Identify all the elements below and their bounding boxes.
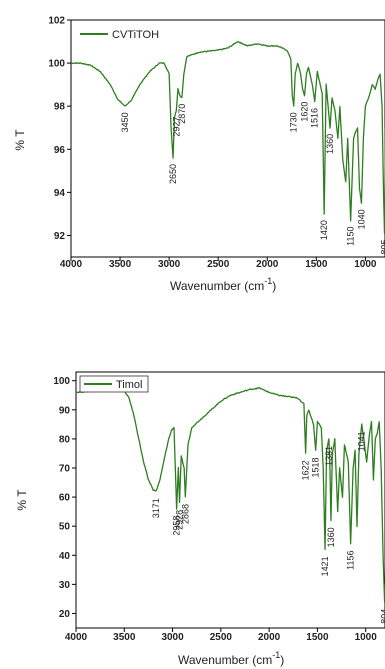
x-axis-label: Wavenumber (cm-1) — [170, 276, 276, 293]
peak-label: 1041 — [357, 431, 367, 451]
x-tick-label: 2500 — [210, 632, 233, 643]
peak-label: 1518 — [311, 458, 321, 478]
legend-label: CVTiTOH — [112, 29, 159, 41]
x-axis-label-end: ) — [272, 279, 276, 293]
x-axis-label-sup: -1 — [272, 650, 280, 660]
peak-label: 1622 — [301, 460, 311, 480]
legend: CVTiTOH — [80, 29, 159, 41]
series-line — [70, 41, 385, 234]
x-tick-label: 1500 — [306, 632, 329, 643]
peak-label: 1420 — [319, 220, 329, 240]
x-axis-label: Wavenumber (cm-1) — [178, 650, 284, 667]
legend-box — [79, 375, 149, 393]
x-axis-label-main: Wavenumber (cm — [170, 279, 264, 293]
y-tick-label: 98 — [54, 102, 66, 113]
legend: Timol — [79, 375, 149, 393]
chart-panel-timol: 4000 3500 3000 2500 2000 1500 1000 20 30 40 50 60 70… — [15, 371, 385, 667]
peak-label: 1156 — [346, 551, 356, 570]
series-line — [75, 386, 385, 603]
y-axis-label: % T — [13, 129, 27, 151]
series-path — [70, 41, 385, 234]
x-tick-label: 3500 — [109, 259, 132, 270]
peak-label: 1360 — [325, 134, 335, 154]
peak-label: 1730 — [289, 112, 299, 132]
x-tick-label: 1500 — [305, 259, 328, 270]
peak-label: 1421 — [320, 556, 330, 576]
y-tick-label: 90 — [59, 405, 71, 416]
peak-label: 1516 — [310, 108, 320, 128]
x-axis-label-end: ) — [280, 653, 284, 667]
peak-label: 2650 — [168, 164, 178, 184]
x-tick-label: 3000 — [158, 259, 181, 270]
y-tick-label: 96 — [54, 145, 66, 156]
x-tick-label: 4000 — [60, 259, 83, 270]
y-tick-label: 100 — [53, 376, 70, 387]
y-tick-label: 20 — [59, 609, 71, 620]
peak-label: 1360 — [326, 527, 336, 547]
x-tick-label: 1000 — [354, 259, 377, 270]
y-tick-label: 70 — [59, 464, 71, 475]
peak-label: 1040 — [356, 209, 366, 229]
x-tick-label: 2000 — [256, 259, 279, 270]
x-tick-label: 2000 — [258, 632, 281, 643]
y-tick-label: 40 — [59, 551, 71, 562]
y-tick-label: 100 — [48, 59, 65, 70]
axis-ticks: 4000 3500 3000 2500 2000 1500 1000 20 30 40 50 60 70… — [53, 376, 377, 643]
y-tick-label: 50 — [59, 522, 71, 533]
y-tick-label: 102 — [48, 16, 65, 27]
x-axis-label-sup: -1 — [264, 276, 272, 286]
peak-label: 1150 — [346, 227, 356, 246]
legend-label: Timol — [116, 379, 142, 391]
axis-ticks: 4000 3500 3000 2500 2000 1500 1000 92 94 96 98 100 1… — [48, 16, 377, 271]
plot-frame — [75, 371, 385, 629]
chart-panel-cvtitoh: 4000 3500 3000 2500 2000 1500 1000 92 94 96 98 100 1… — [13, 16, 385, 293]
peak-label: 2870 — [177, 104, 187, 124]
x-axis-label-main: Wavenumber (cm — [178, 653, 272, 667]
y-axis-label: % T — [15, 489, 29, 511]
peak-label: 3171 — [151, 498, 161, 518]
plot-frame — [70, 19, 385, 258]
y-tick-label: 60 — [59, 493, 71, 504]
peak-label: 3450 — [120, 112, 130, 132]
peak-label: 805 — [380, 240, 385, 255]
x-tick-label: 3000 — [161, 632, 184, 643]
peak-label: 2927 — [171, 117, 181, 137]
peak-label: 2868 — [180, 504, 190, 524]
peak-label: 2958 — [172, 516, 182, 536]
y-tick-label: 92 — [54, 231, 66, 242]
peak-label: 2928 — [175, 510, 185, 530]
y-tick-label: 80 — [59, 434, 71, 445]
x-tick-label: 1000 — [355, 632, 378, 643]
peak-label: 1381 — [324, 446, 334, 466]
y-tick-label: 30 — [59, 580, 71, 591]
peak-label: 1620 — [300, 102, 310, 122]
peak-label: 804 — [380, 609, 385, 624]
x-tick-label: 3500 — [113, 632, 136, 643]
y-tick-label: 94 — [54, 188, 66, 199]
x-tick-label: 2500 — [207, 259, 230, 270]
x-tick-label: 4000 — [65, 632, 88, 643]
series-path — [75, 386, 385, 603]
